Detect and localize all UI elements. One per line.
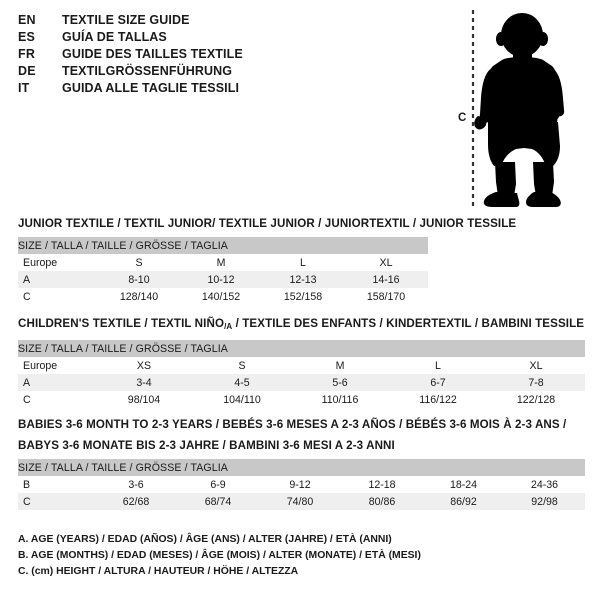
cell: 3-4 [95, 374, 193, 391]
table-row: C 62/68 68/74 74/80 80/86 86/92 92/98 [18, 493, 586, 510]
cell: 14-16 [344, 271, 429, 288]
language-title: GUIDA ALLE TAGLIE TESSILI [62, 81, 240, 95]
cell: 86/92 [423, 493, 504, 510]
language-row: EN TEXTILE SIZE GUIDE [18, 12, 438, 29]
cell: 18-24 [423, 476, 504, 493]
cell: S [98, 254, 180, 271]
cell: XL [487, 357, 586, 374]
section-children: CHILDREN'S TEXTILE / TEXTIL NIÑO/A / TEX… [18, 316, 586, 408]
babies-size-table: SIZE / TALLA / TAILLE / GRÖSSE / TAGLIA … [18, 459, 586, 510]
cell: M [291, 357, 389, 374]
children-size-table: SIZE / TALLA / TAILLE / GRÖSSE / TAGLIA … [18, 340, 586, 408]
table-header-row: SIZE / TALLA / TAILLE / GRÖSSE / TAGLIA [18, 340, 586, 357]
title-part-pre: CHILDREN'S TEXTILE / TEXTIL NIÑO [18, 317, 225, 330]
size-header-cell: SIZE / TALLA / TAILLE / GRÖSSE / TAGLIA [18, 340, 586, 357]
section-title-babies-line2: BABYS 3-6 MONATE BIS 2-3 JAHRE / BAMBINI… [18, 439, 395, 452]
row-label: C [18, 493, 95, 510]
title-part-post: / TEXTILE DES ENFANTS / KINDERTEXTIL / B… [232, 317, 585, 330]
cell: 80/86 [341, 493, 423, 510]
cell: 128/140 [98, 288, 180, 305]
cell: 3-6 [95, 476, 177, 493]
cell: 98/104 [95, 391, 193, 408]
language-row: FR GUIDE DES TAILLES TEXTILE [18, 46, 438, 63]
cell: 62/68 [95, 493, 177, 510]
cell: 116/122 [389, 391, 487, 408]
language-code: IT [18, 81, 30, 95]
language-title: TEXTILE SIZE GUIDE [62, 13, 190, 27]
language-code: FR [18, 47, 36, 61]
legend-row-b: B. AGE (MONTHS) / EDAD (MESES) / ÂGE (MO… [18, 550, 421, 561]
cell: 9-12 [259, 476, 341, 493]
cell: M [180, 254, 262, 271]
size-header-cell: SIZE / TALLA / TAILLE / GRÖSSE / TAGLIA [18, 459, 586, 476]
cell: L [262, 254, 344, 271]
row-label: C [18, 391, 95, 408]
table-row: C 98/104 104/110 110/116 116/122 122/128 [18, 391, 586, 408]
cell: 152/158 [262, 288, 344, 305]
row-label: Europe [18, 357, 95, 374]
language-title: GUIDE DES TAILLES TEXTILE [62, 47, 243, 61]
junior-size-table: SIZE / TALLA / TAILLE / GRÖSSE / TAGLIA … [18, 237, 429, 305]
row-label: A [18, 271, 98, 288]
legend-block: A. AGE (YEARS) / EDAD (AÑOS) / ÂGE (ANS)… [18, 532, 421, 580]
table-header-row: SIZE / TALLA / TAILLE / GRÖSSE / TAGLIA [18, 459, 586, 476]
cell: 92/98 [504, 493, 586, 510]
cell: 5-6 [291, 374, 389, 391]
cell: 6-9 [177, 476, 259, 493]
section-junior: JUNIOR TEXTILE / TEXTIL JUNIOR/ TEXTILE … [18, 216, 516, 305]
cell: 4-5 [193, 374, 291, 391]
table-header-row: SIZE / TALLA / TAILLE / GRÖSSE / TAGLIA [18, 237, 429, 254]
cell: 8-10 [98, 271, 180, 288]
language-header-block: EN TEXTILE SIZE GUIDE ES GUÍA DE TALLAS … [18, 12, 438, 97]
height-measure-label: C [458, 112, 467, 124]
cell: 12-13 [262, 271, 344, 288]
table-row: A 3-4 4-5 5-6 6-7 7-8 [18, 374, 586, 391]
cell: 110/116 [291, 391, 389, 408]
language-code: EN [18, 13, 36, 27]
section-title-babies-line1: BABIES 3-6 MONTH TO 2-3 YEARS / BEBÉS 3-… [18, 418, 567, 431]
cell: 24-36 [504, 476, 586, 493]
cell: 122/128 [487, 391, 586, 408]
language-title: TEXTILGRÖSSENFÜHRUNG [62, 64, 233, 78]
toddler-silhouette-icon [471, 10, 565, 207]
language-code: ES [18, 30, 36, 44]
cell: 68/74 [177, 493, 259, 510]
cell: S [193, 357, 291, 374]
cell: 158/170 [344, 288, 429, 305]
cell: 10-12 [180, 271, 262, 288]
cell: XS [95, 357, 193, 374]
table-row: Europe XS S M L XL [18, 357, 586, 374]
row-label: Europe [18, 254, 98, 271]
table-row: C 128/140 140/152 152/158 158/170 [18, 288, 429, 305]
table-row: Europe S M L XL [18, 254, 429, 271]
row-label: A [18, 374, 95, 391]
cell: 12-18 [341, 476, 423, 493]
language-code: DE [18, 64, 36, 78]
language-row: IT GUIDA ALLE TAGLIE TESSILI [18, 80, 438, 97]
language-title: GUÍA DE TALLAS [62, 30, 167, 44]
legend-row-a: A. AGE (YEARS) / EDAD (AÑOS) / ÂGE (ANS)… [18, 534, 392, 545]
cell: 140/152 [180, 288, 262, 305]
cell: L [389, 357, 487, 374]
title-part-subscript: /A [224, 322, 233, 331]
section-babies: BABIES 3-6 MONTH TO 2-3 YEARS / BEBÉS 3-… [18, 417, 586, 510]
legend-row-c: C. (cm) HEIGHT / ALTURA / HAUTEUR / HÖHE… [18, 566, 299, 577]
cell: 74/80 [259, 493, 341, 510]
table-row: B 3-6 6-9 9-12 12-18 18-24 24-36 [18, 476, 586, 493]
section-title-junior: JUNIOR TEXTILE / TEXTIL JUNIOR/ TEXTILE … [18, 217, 517, 230]
cell: XL [344, 254, 429, 271]
illustration-area: C [440, 6, 590, 211]
cell: 104/110 [193, 391, 291, 408]
table-row: A 8-10 10-12 12-13 14-16 [18, 271, 429, 288]
size-header-cell: SIZE / TALLA / TAILLE / GRÖSSE / TAGLIA [18, 237, 429, 254]
cell: 7-8 [487, 374, 586, 391]
cell: 6-7 [389, 374, 487, 391]
row-label: B [18, 476, 95, 493]
language-row: ES GUÍA DE TALLAS [18, 29, 438, 46]
language-row: DE TEXTILGRÖSSENFÜHRUNG [18, 63, 438, 80]
toddler-body-shape [474, 13, 565, 207]
row-label: C [18, 288, 98, 305]
section-title-children: CHILDREN'S TEXTILE / TEXTIL NIÑO/A / TEX… [18, 316, 585, 334]
